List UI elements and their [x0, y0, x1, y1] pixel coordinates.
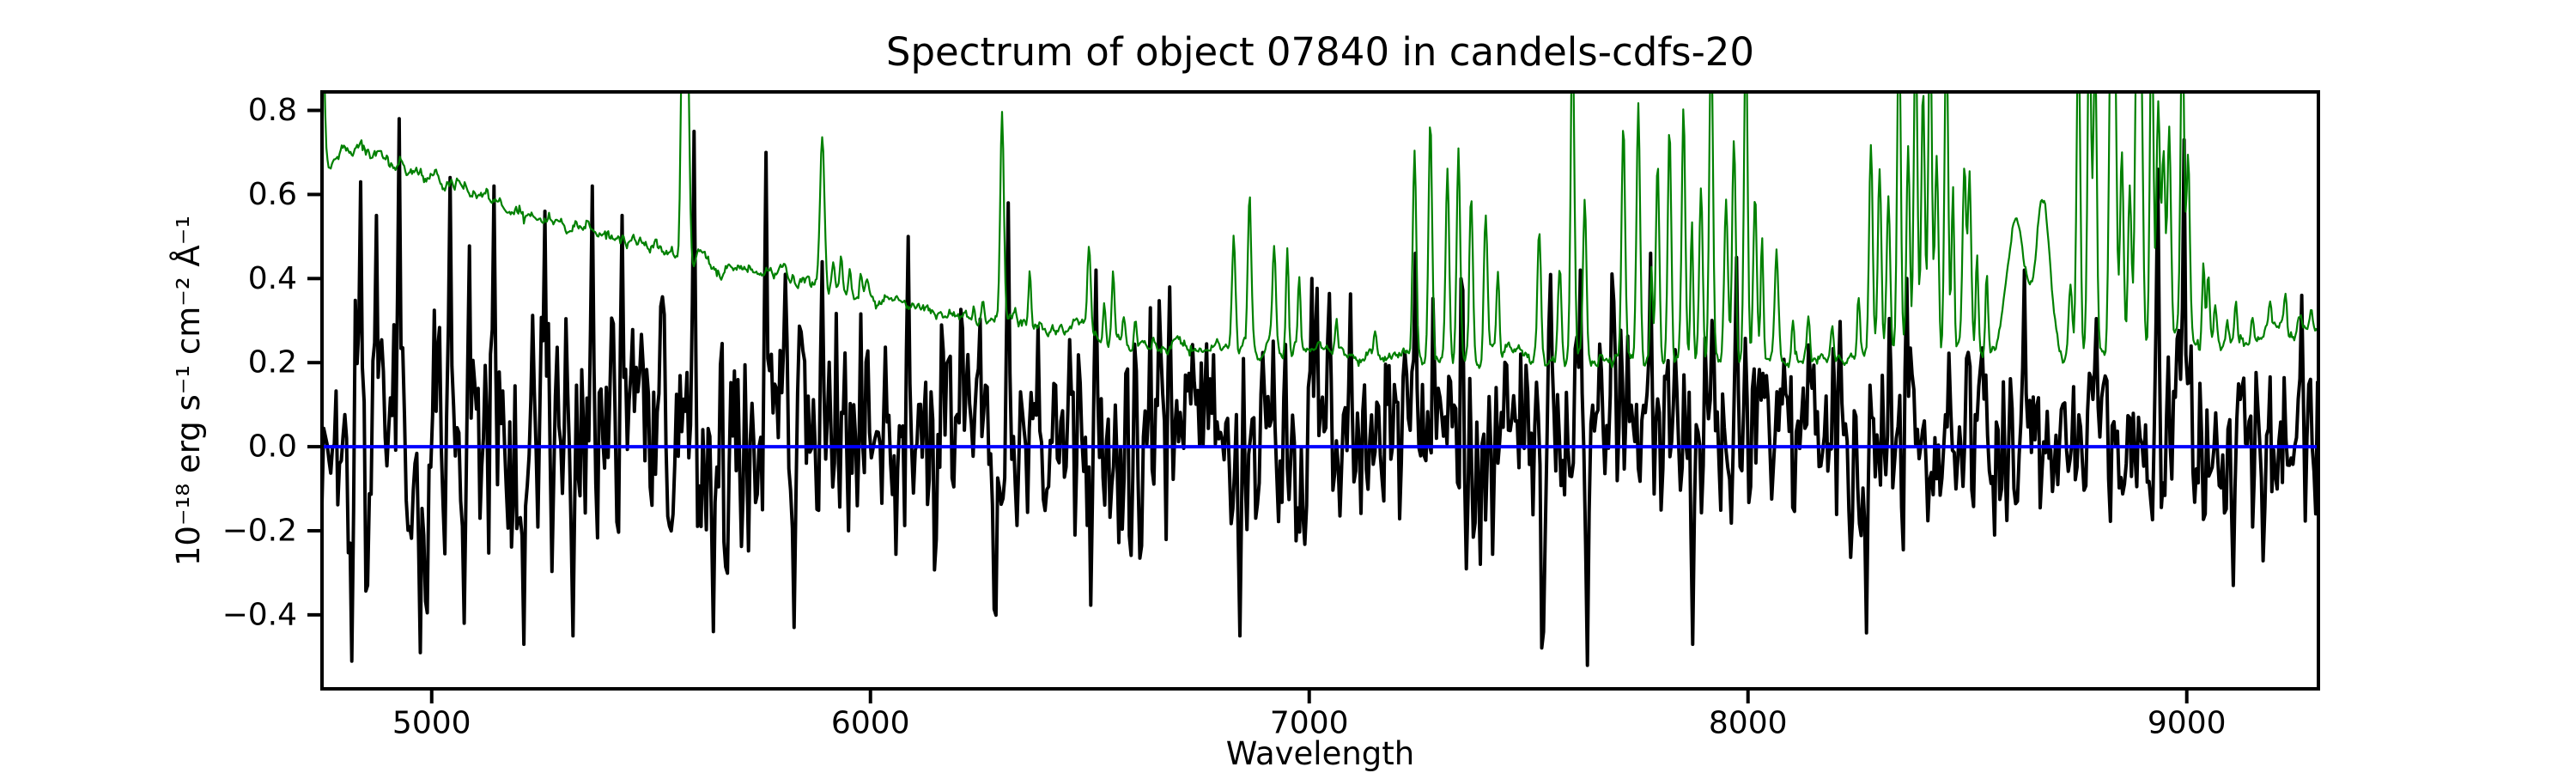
plot-series: [322, 92, 2318, 667]
y-tick-label: 0.0: [248, 429, 297, 465]
y-axis-ticks: −0.4 −0.2 0.0 0.2 0.4 0.6 0.8: [222, 93, 320, 632]
y-tick-label: −0.4: [222, 597, 297, 632]
x-axis-ticks: 5000 6000 7000 8000 9000: [392, 691, 2227, 741]
x-axis-label: Wavelength: [1225, 735, 1415, 772]
series-flux: [322, 117, 2318, 667]
y-axis-label: 10⁻¹⁸ erg s⁻¹ cm⁻² Å⁻¹: [170, 215, 207, 567]
x-tick-label: 6000: [831, 706, 910, 741]
y-tick-label: 0.2: [248, 345, 297, 380]
x-tick-label: 5000: [392, 706, 471, 741]
y-tick-label: 0.4: [248, 261, 297, 296]
x-tick-label: 8000: [1709, 706, 1788, 741]
x-tick-label: 7000: [1270, 706, 1349, 741]
y-tick-label: 0.8: [248, 93, 297, 128]
y-tick-label: −0.2: [222, 513, 297, 548]
axes-spines: [320, 90, 2320, 691]
y-tick-label: 0.6: [248, 177, 297, 212]
series-sky: [324, 92, 2318, 369]
x-tick-label: 9000: [2148, 706, 2227, 741]
chart-title: Spectrum of object 07840 in candels-cdfs…: [885, 29, 1755, 75]
